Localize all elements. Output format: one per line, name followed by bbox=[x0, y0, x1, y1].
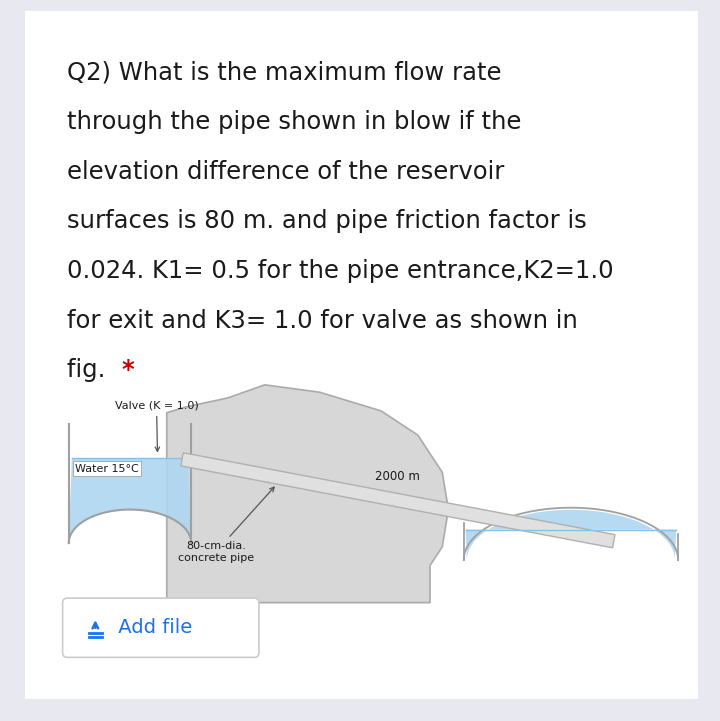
FancyBboxPatch shape bbox=[63, 598, 259, 658]
Text: 80-cm-dia.
concrete pipe: 80-cm-dia. concrete pipe bbox=[178, 487, 274, 563]
Text: through the pipe shown in blow if the: through the pipe shown in blow if the bbox=[67, 110, 522, 134]
Polygon shape bbox=[167, 385, 449, 603]
Polygon shape bbox=[68, 458, 192, 543]
Text: Water 15°C: Water 15°C bbox=[75, 464, 138, 474]
Text: *: * bbox=[122, 358, 134, 382]
Text: Q2) What is the maximum flow rate: Q2) What is the maximum flow rate bbox=[67, 61, 502, 84]
Text: Valve (K = 1.0): Valve (K = 1.0) bbox=[114, 401, 199, 451]
Text: fig.: fig. bbox=[67, 358, 114, 382]
Text: elevation difference of the reservoir: elevation difference of the reservoir bbox=[67, 160, 505, 184]
Text: surfaces is 80 m. and pipe friction factor is: surfaces is 80 m. and pipe friction fact… bbox=[67, 210, 587, 234]
Text: 2000 m: 2000 m bbox=[375, 470, 420, 483]
Polygon shape bbox=[466, 510, 676, 559]
Polygon shape bbox=[181, 453, 615, 548]
FancyBboxPatch shape bbox=[18, 3, 706, 707]
Text: for exit and K3= 1.0 for valve as shown in: for exit and K3= 1.0 for valve as shown … bbox=[67, 309, 578, 333]
Text: Add file: Add file bbox=[112, 618, 192, 637]
Text: 0.024. K1= 0.5 for the pipe entrance,K2=1.0: 0.024. K1= 0.5 for the pipe entrance,K2=… bbox=[67, 259, 614, 283]
